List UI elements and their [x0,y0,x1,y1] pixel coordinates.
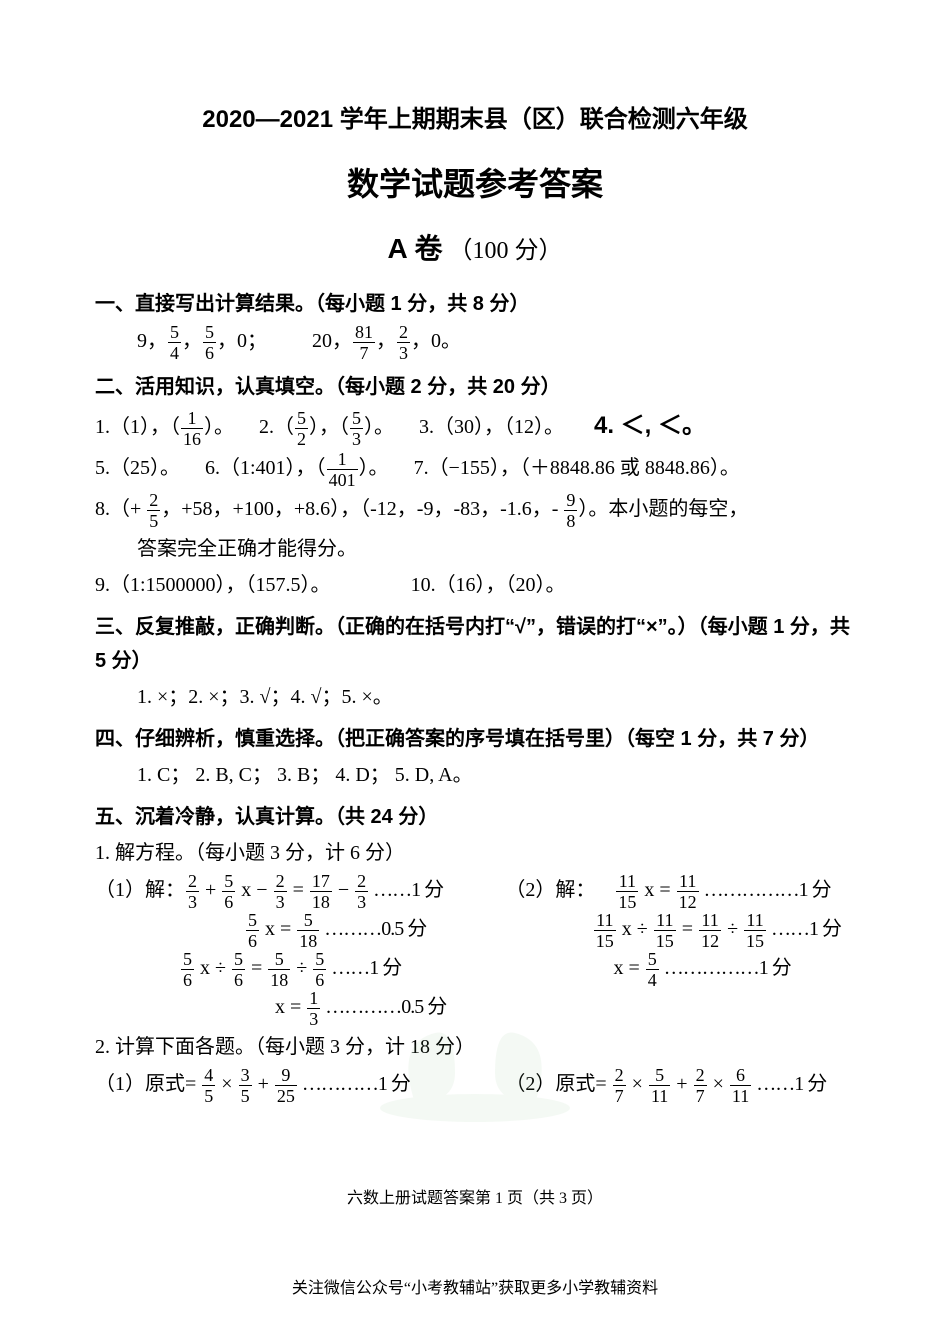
paper-points: （100 分） [448,238,562,264]
title-line-2: 数学试题参考答案 [95,157,855,211]
s5-1-eq-row4: x = 13 …………0.5 分 [95,989,855,1028]
section-1-answers: 9，54，56，0； 20，817，23，0。 [95,323,855,362]
section-3-head: 三、反复推敲，正确判断。（正确的在括号内打“√”，错误的打“×”。）（每小题 1… [95,610,855,678]
s5-1-eq-row1: （1）解：23 + 56 x − 23 = 1718 − 23 ……1 分 （2… [95,872,855,911]
s2-row-3b: 答案完全正确才能得分。 [95,532,855,566]
title-line-3: A 卷 （100 分） [95,225,855,273]
s4-answers: 1. C； 2. B, C； 3. B； 4. D； 5. D, A。 [95,758,855,792]
s2-row-2: 5.（25）。 6.（1:401），（1401）。 7.（−155），（＋884… [95,450,855,489]
section-2-head: 二、活用知识，认真填空。（每小题 2 分，共 20 分） [95,370,855,404]
s5-1-eq-row2: 56 x = 518 ………0.5 分 1115 x ÷ 1115 = 1112… [95,911,855,950]
section-1-head: 一、直接写出计算结果。（每小题 1 分，共 8 分） [95,287,855,321]
s2-row-3: 8.（+ 25，+58，+100，+8.6），（-12，-9，-83，-1.6，… [95,491,855,530]
title-line-1: 2020—2021 学年上期期末县（区）联合检测六年级 [95,100,855,141]
s5-2-row1: （1）原式= 45 × 35 + 925 …………1 分 （2）原式= 27 ×… [95,1066,855,1105]
promo-footer: 关注微信公众号“小考教辅站”获取更多小学教辅资料 [0,1274,950,1298]
section-4-head: 四、仔细辨析，慎重选择。（把正确答案的序号填在括号里）（每空 1 分，共 7 分… [95,722,855,756]
s5-1-eq-row3: 56 x ÷ 56 = 518 ÷ 56 ……1 分 x = 54 ……………1… [95,950,855,989]
page-footer: 六数上册试题答案第 1 页（共 3 页） [0,1184,950,1208]
s5-1-head: 1. 解方程。（每小题 3 分，计 6 分） [95,836,855,870]
s2-row-1: 1.（1），（116）。 2.（52），（53）。 3.（30），（12）。 4… [95,406,855,448]
section-5-head: 五、沉着冷静，认真计算。（共 24 分） [95,800,855,834]
paper-label: A 卷 [388,233,443,264]
s5-2-head: 2. 计算下面各题。（每小题 3 分，计 18 分） [95,1030,855,1064]
s2-row-4: 9.（1:1500000），（157.5）。 10.（16），（20）。 [95,568,855,602]
s3-answers: 1. ×；2. ×；3. √；4. √；5. ×。 [95,680,855,714]
